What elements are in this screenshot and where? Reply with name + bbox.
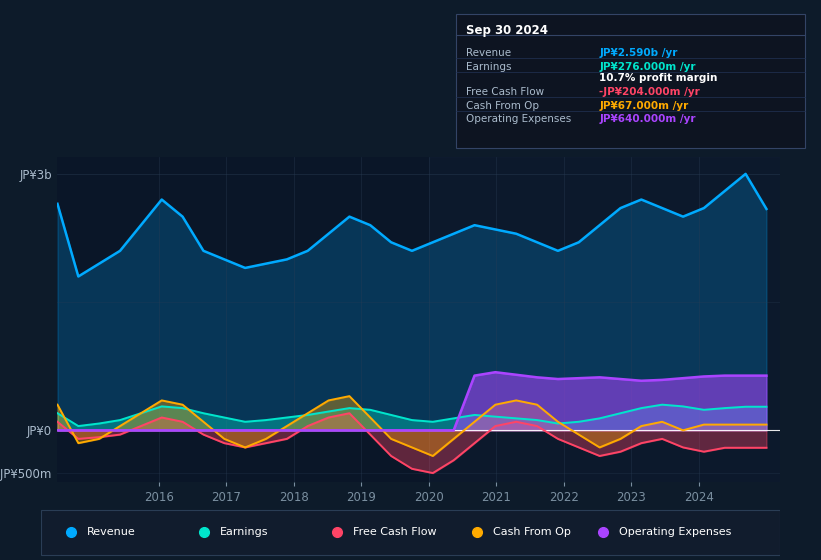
Text: Operating Expenses: Operating Expenses: [466, 114, 571, 124]
Text: 10.7% profit margin: 10.7% profit margin: [599, 73, 718, 83]
Text: Free Cash Flow: Free Cash Flow: [353, 527, 437, 537]
Text: Cash From Op: Cash From Op: [493, 527, 571, 537]
Text: JP¥640.000m /yr: JP¥640.000m /yr: [599, 114, 696, 124]
Text: JP¥67.000m /yr: JP¥67.000m /yr: [599, 101, 689, 111]
Text: Free Cash Flow: Free Cash Flow: [466, 87, 544, 97]
FancyBboxPatch shape: [41, 510, 780, 555]
Text: Sep 30 2024: Sep 30 2024: [466, 24, 548, 37]
Text: Revenue: Revenue: [87, 527, 135, 537]
Text: JP¥276.000m /yr: JP¥276.000m /yr: [599, 62, 696, 72]
Text: Earnings: Earnings: [466, 62, 511, 72]
Text: -JP¥204.000m /yr: -JP¥204.000m /yr: [599, 87, 700, 97]
Text: Operating Expenses: Operating Expenses: [619, 527, 732, 537]
Text: Earnings: Earnings: [220, 527, 268, 537]
Text: Revenue: Revenue: [466, 48, 511, 58]
Text: Cash From Op: Cash From Op: [466, 101, 539, 111]
Bar: [429, 157, 780, 482]
Text: JP¥2.590b /yr: JP¥2.590b /yr: [599, 48, 677, 58]
